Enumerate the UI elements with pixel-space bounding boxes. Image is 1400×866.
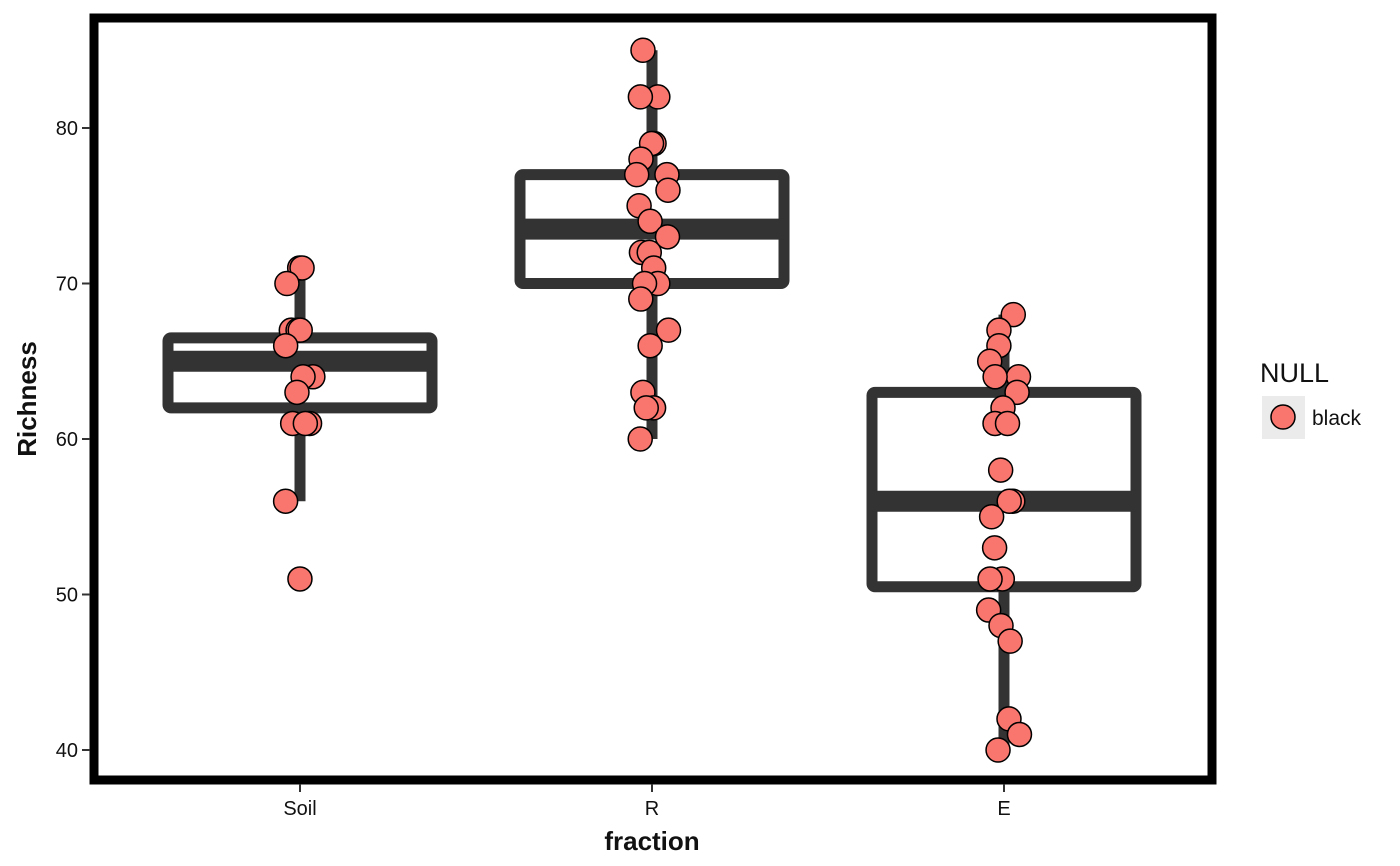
data-point xyxy=(637,208,663,235)
data-point xyxy=(1006,721,1033,748)
y-axis: 40 50 60 70 80 xyxy=(56,118,90,762)
plot-area xyxy=(162,37,1142,763)
y-tick-label: 40 xyxy=(56,740,78,762)
y-axis-title: Richness xyxy=(12,341,42,457)
x-tick-label: E xyxy=(997,798,1010,820)
y-tick-label: 70 xyxy=(56,274,78,296)
points-r xyxy=(623,37,682,452)
data-point xyxy=(987,457,1014,483)
points-e xyxy=(975,301,1033,763)
data-point xyxy=(985,737,1011,763)
data-point xyxy=(978,504,1005,530)
data-point xyxy=(997,628,1023,654)
data-point xyxy=(272,332,299,359)
data-point xyxy=(977,566,1003,592)
data-point xyxy=(627,84,654,110)
data-point xyxy=(633,395,659,421)
data-point xyxy=(655,317,682,343)
x-tick-label: R xyxy=(645,798,659,820)
data-point xyxy=(982,364,1008,390)
y-tick-label: 50 xyxy=(56,585,78,607)
y-tick-label: 80 xyxy=(56,118,78,140)
legend-label: black xyxy=(1312,407,1362,430)
data-point xyxy=(623,161,650,188)
data-point xyxy=(274,270,300,297)
data-point xyxy=(287,317,313,343)
data-point xyxy=(994,410,1021,437)
x-axis: Soil R E xyxy=(283,784,1011,820)
data-point xyxy=(981,535,1008,561)
points-soil xyxy=(272,255,326,592)
data-point xyxy=(627,426,653,452)
data-point xyxy=(630,37,656,63)
data-point xyxy=(287,566,313,592)
panel-border xyxy=(89,13,1217,785)
data-point xyxy=(272,488,299,514)
data-point xyxy=(637,332,663,359)
data-point xyxy=(289,255,315,281)
legend-key-point xyxy=(1270,404,1296,430)
data-point xyxy=(284,379,310,406)
data-point xyxy=(655,177,681,203)
x-axis-title: fraction xyxy=(604,826,699,856)
data-point xyxy=(628,286,654,312)
legend-title: NULL xyxy=(1260,358,1329,388)
y-tick-label: 60 xyxy=(56,429,78,451)
legend: NULL black xyxy=(1260,358,1362,439)
data-point xyxy=(996,488,1022,514)
data-point xyxy=(654,224,681,250)
data-point xyxy=(292,410,319,437)
x-tick-label: Soil xyxy=(283,798,316,820)
